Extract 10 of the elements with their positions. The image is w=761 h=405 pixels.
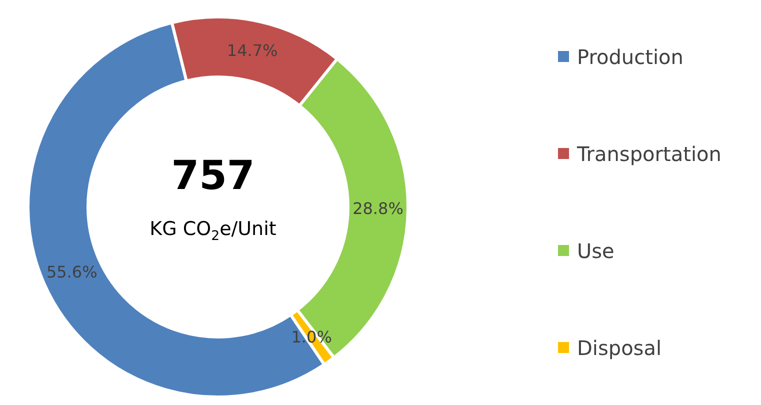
legend-label: Transportation xyxy=(576,140,722,168)
data-label: 1.0% xyxy=(291,327,332,346)
legend-label: Disposal xyxy=(576,334,663,362)
data-label: 55.6% xyxy=(46,262,98,282)
text: KG CO$_{2}$e/Unit xyxy=(150,218,276,244)
legend-label: Use xyxy=(576,238,616,264)
text: 757 xyxy=(171,153,255,199)
data-label: 14.7% xyxy=(226,41,278,60)
legend-label: Production xyxy=(576,44,684,70)
data-label: 28.8% xyxy=(352,199,404,218)
